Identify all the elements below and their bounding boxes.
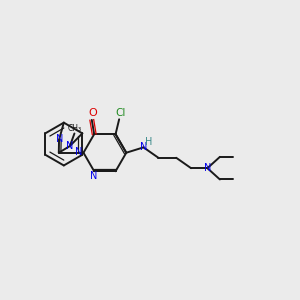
Text: N: N bbox=[140, 142, 147, 152]
Text: N: N bbox=[66, 141, 74, 152]
Text: Cl: Cl bbox=[115, 108, 125, 118]
Text: N: N bbox=[204, 163, 211, 172]
Text: CH₃: CH₃ bbox=[68, 124, 82, 133]
Text: N: N bbox=[56, 134, 63, 144]
Text: N: N bbox=[91, 171, 98, 181]
Text: H: H bbox=[145, 137, 153, 147]
Text: N: N bbox=[75, 146, 83, 157]
Text: O: O bbox=[88, 108, 97, 118]
